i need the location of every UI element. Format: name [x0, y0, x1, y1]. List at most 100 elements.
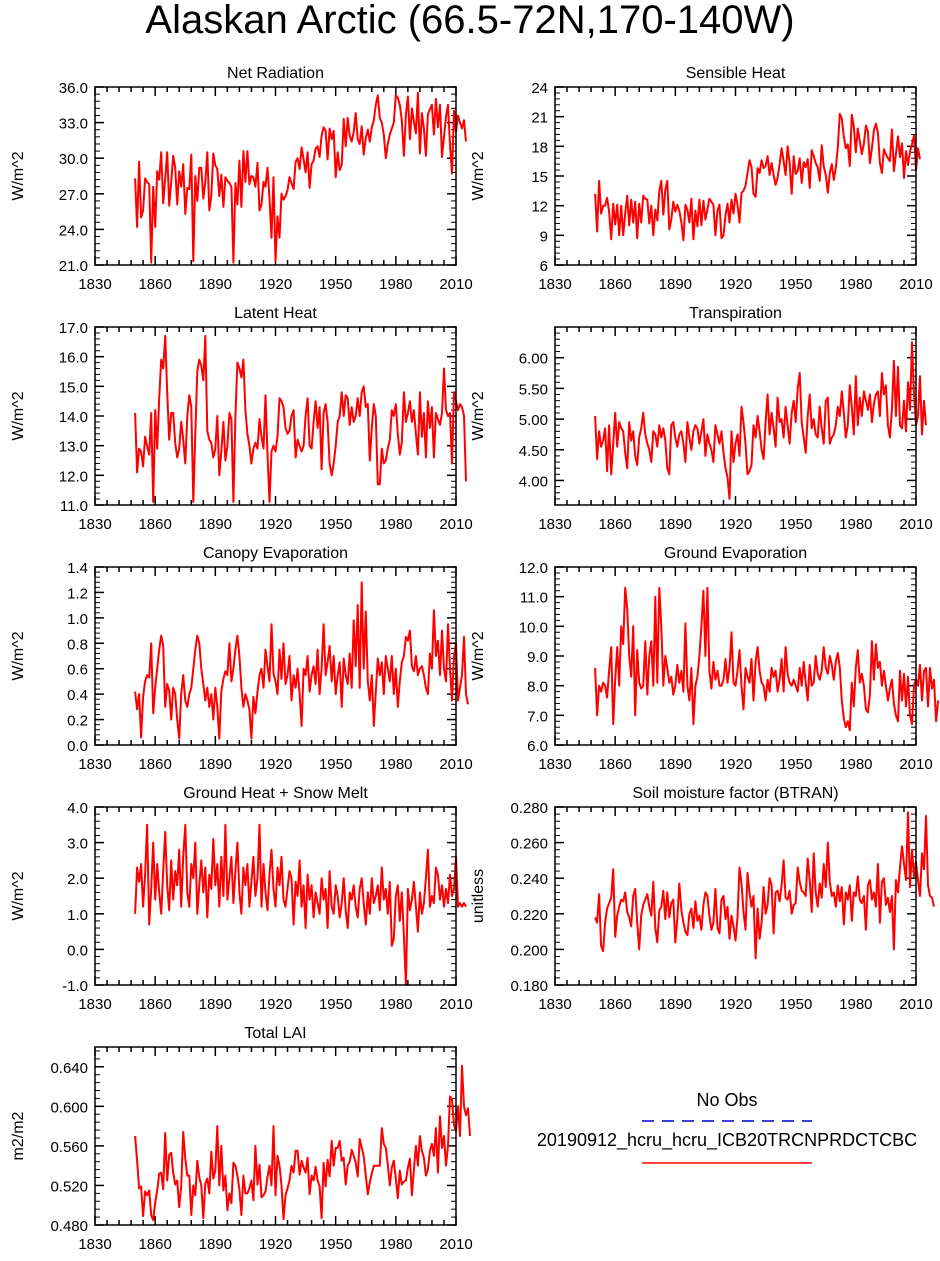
- x-tick-label: 1920: [259, 1236, 292, 1253]
- x-tick-label: 1950: [319, 1236, 352, 1253]
- plot-frame: [94, 806, 457, 986]
- y-tick-label: 0.8: [67, 636, 88, 653]
- x-tick-label: 1830: [538, 516, 571, 533]
- data-series-line: [594, 811, 935, 960]
- chart-title: Ground Heat + Snow Melt: [183, 785, 368, 802]
- y-axis-label: W/m^2: [10, 151, 27, 200]
- legend: No Obs 20190912_hcru_hcru_ICB20TRCNPRDCT…: [537, 1090, 917, 1164]
- chart-panel: Soil moisture factor (BTRAN) 1830 1860 1890…: [470, 785, 935, 1013]
- y-tick-label: 0.220: [510, 907, 548, 924]
- x-tick-label: 1920: [259, 276, 292, 293]
- chart-panel: Ground Evaporation 1830 1860 1890 1920 1950 19…: [470, 545, 940, 773]
- x-tick-label: 1860: [598, 996, 631, 1013]
- x-tick-label: 1830: [538, 996, 571, 1013]
- x-tick-label: 1890: [199, 516, 232, 533]
- y-axis-label: m2/m2: [10, 1111, 27, 1160]
- x-tick-label: 1830: [78, 996, 111, 1013]
- x-tick-label: 2010: [899, 276, 932, 293]
- x-tick-label: 1920: [259, 516, 292, 533]
- y-tick-label: 0.200: [510, 942, 548, 959]
- y-tick-label: 4.0: [67, 800, 88, 817]
- x-tick-label: 1830: [538, 276, 571, 293]
- plot-frame: [554, 566, 917, 746]
- y-tick-label: 27.0: [59, 187, 88, 204]
- legend-model-label: 20190912_hcru_hcru_ICB20TRCNPRDCTCBC: [537, 1130, 917, 1151]
- data-series-line: [134, 334, 467, 503]
- chart-title: Transpiration: [689, 305, 782, 322]
- chart-title: Ground Evaporation: [664, 545, 807, 562]
- x-tick-label: 1860: [598, 756, 631, 773]
- x-tick-label: 1950: [319, 996, 352, 1013]
- plot-frame: [94, 566, 457, 746]
- x-tick-label: 1860: [138, 996, 171, 1013]
- x-tick-label: 1920: [719, 276, 752, 293]
- x-tick-label: 1860: [138, 1236, 171, 1253]
- chart-title: Soil moisture factor (BTRAN): [632, 785, 838, 802]
- y-tick-label: 14.0: [59, 409, 88, 426]
- x-tick-label: 1980: [839, 996, 872, 1013]
- x-tick-label: 1950: [319, 276, 352, 293]
- plot-frame: [94, 86, 457, 266]
- y-tick-label: 0.640: [50, 1060, 88, 1077]
- y-axis-label: W/m^2: [470, 151, 487, 200]
- x-tick-label: 1920: [719, 996, 752, 1013]
- y-tick-label: 11.0: [60, 498, 88, 515]
- y-tick-label: 1.0: [67, 907, 88, 924]
- chart-panel: Net Radiation 1830 1860 1890 1920 1950 1980 201…: [10, 65, 473, 293]
- y-tick-label: -1.0: [62, 978, 88, 995]
- chart-title: Canopy Evaporation: [203, 545, 348, 562]
- chart-title: Sensible Heat: [686, 65, 786, 82]
- y-tick-label: 9.0: [527, 649, 548, 666]
- y-tick-label: 8.0: [527, 679, 548, 696]
- y-tick-label: 21: [531, 110, 548, 127]
- x-tick-label: 1860: [138, 516, 171, 533]
- x-tick-label: 1950: [779, 996, 812, 1013]
- y-tick-label: 4.50: [519, 443, 548, 460]
- x-tick-label: 2010: [899, 756, 932, 773]
- x-tick-label: 1830: [78, 756, 111, 773]
- chart-panel: Ground Heat + Snow Melt 1830 1860 1890 1920 1…: [10, 785, 473, 1013]
- y-tick-label: 16.0: [59, 350, 88, 367]
- x-tick-label: 2010: [439, 1236, 472, 1253]
- y-tick-label: 0.520: [50, 1178, 88, 1195]
- y-tick-label: 33.0: [59, 116, 88, 133]
- page-title: Alaskan Arctic (66.5-72N,170-140W): [145, 0, 795, 42]
- y-axis-label: W/m^2: [10, 871, 27, 920]
- y-tick-label: 3.0: [67, 836, 88, 853]
- plot-frame: [94, 326, 457, 506]
- y-tick-label: 24.0: [59, 222, 88, 239]
- y-tick-label: 0.2: [67, 713, 88, 730]
- x-tick-label: 2010: [899, 516, 932, 533]
- x-tick-label: 1920: [719, 516, 752, 533]
- y-tick-label: 1.2: [67, 585, 88, 602]
- y-tick-label: 12.0: [519, 560, 548, 577]
- chart-panel: Transpiration 1830 1860 1890 1920 1950 1980 201…: [470, 305, 933, 533]
- y-tick-label: 1.0: [67, 611, 88, 628]
- x-tick-label: 1830: [78, 1236, 111, 1253]
- y-tick-label: 24: [531, 80, 548, 97]
- y-tick-label: 0.6: [67, 662, 88, 679]
- data-series-line: [594, 586, 940, 732]
- x-tick-label: 1980: [379, 276, 412, 293]
- y-tick-label: 18: [531, 139, 548, 156]
- y-tick-label: 6.00: [519, 351, 548, 368]
- chart-panel: Canopy Evaporation 1830 1860 1890 1920 1950 19…: [10, 545, 473, 773]
- data-series-line: [134, 91, 467, 264]
- x-tick-label: 1830: [78, 516, 111, 533]
- y-tick-label: 0.480: [50, 1218, 88, 1235]
- chart-title: Latent Heat: [234, 305, 317, 322]
- x-tick-label: 1860: [598, 276, 631, 293]
- x-tick-label: 1890: [199, 756, 232, 773]
- y-tick-label: 9: [540, 228, 548, 245]
- plot-frame: [554, 86, 917, 266]
- y-tick-label: 21.0: [59, 258, 88, 275]
- y-tick-label: 0.180: [510, 978, 548, 995]
- x-tick-label: 1920: [259, 996, 292, 1013]
- x-tick-label: 1950: [779, 276, 812, 293]
- data-series-line: [594, 112, 921, 242]
- y-tick-label: 30.0: [59, 151, 88, 168]
- plot-frame: [554, 326, 917, 506]
- y-tick-label: 0.280: [510, 800, 548, 817]
- y-tick-label: 6: [540, 258, 548, 275]
- y-tick-label: 0.4: [67, 687, 88, 704]
